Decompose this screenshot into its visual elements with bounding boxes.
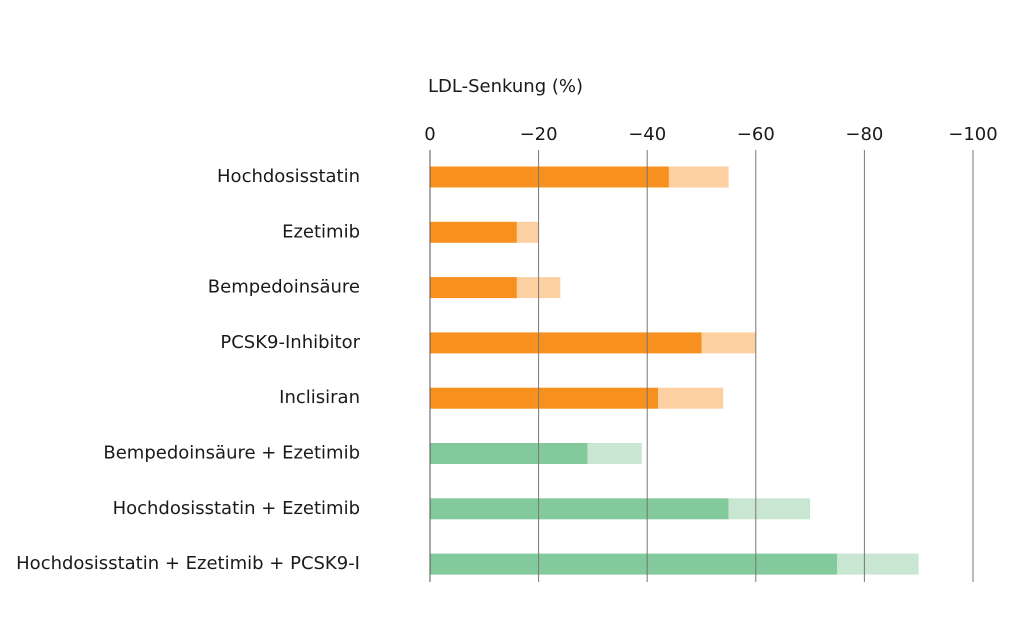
bar-segment	[430, 443, 588, 464]
bar-segment	[587, 443, 642, 464]
bar-segment	[430, 553, 838, 575]
category-label: PCSK9-Inhibitor	[220, 332, 360, 353]
bar-segment	[430, 387, 659, 409]
bar-segment	[516, 221, 539, 243]
x-tick-label: −100	[948, 124, 997, 145]
x-tick-label: −60	[737, 124, 775, 145]
category-label: Ezetimib	[282, 221, 360, 242]
bar-segment	[728, 498, 811, 520]
bar-segment	[430, 498, 729, 520]
category-label: Hochdosisstatin	[217, 166, 360, 187]
bar-segment	[701, 332, 756, 354]
bar-segment	[430, 332, 702, 354]
x-tick-label: −80	[845, 124, 883, 145]
bar-segment	[668, 166, 729, 188]
bar-segment	[430, 221, 517, 243]
x-tick-label: 0	[424, 124, 435, 145]
bar-segment	[430, 277, 517, 299]
category-label: Inclisiran	[279, 387, 360, 408]
category-label: Bempedoinsäure + Ezetimib	[103, 443, 360, 464]
x-tick-label: −40	[628, 124, 666, 145]
bar-segment	[658, 387, 724, 409]
bar-segment	[837, 553, 919, 575]
x-tick-label: −20	[520, 124, 558, 145]
category-label: Bempedoinsäure	[208, 277, 360, 298]
category-label: Hochdosisstatin + Ezetimib	[113, 498, 360, 519]
axis-title: LDL-Senkung (%)	[428, 76, 583, 97]
bar-segment	[430, 166, 669, 188]
category-label: Hochdosisstatin + Ezetimib + PCSK9-I	[16, 553, 360, 574]
